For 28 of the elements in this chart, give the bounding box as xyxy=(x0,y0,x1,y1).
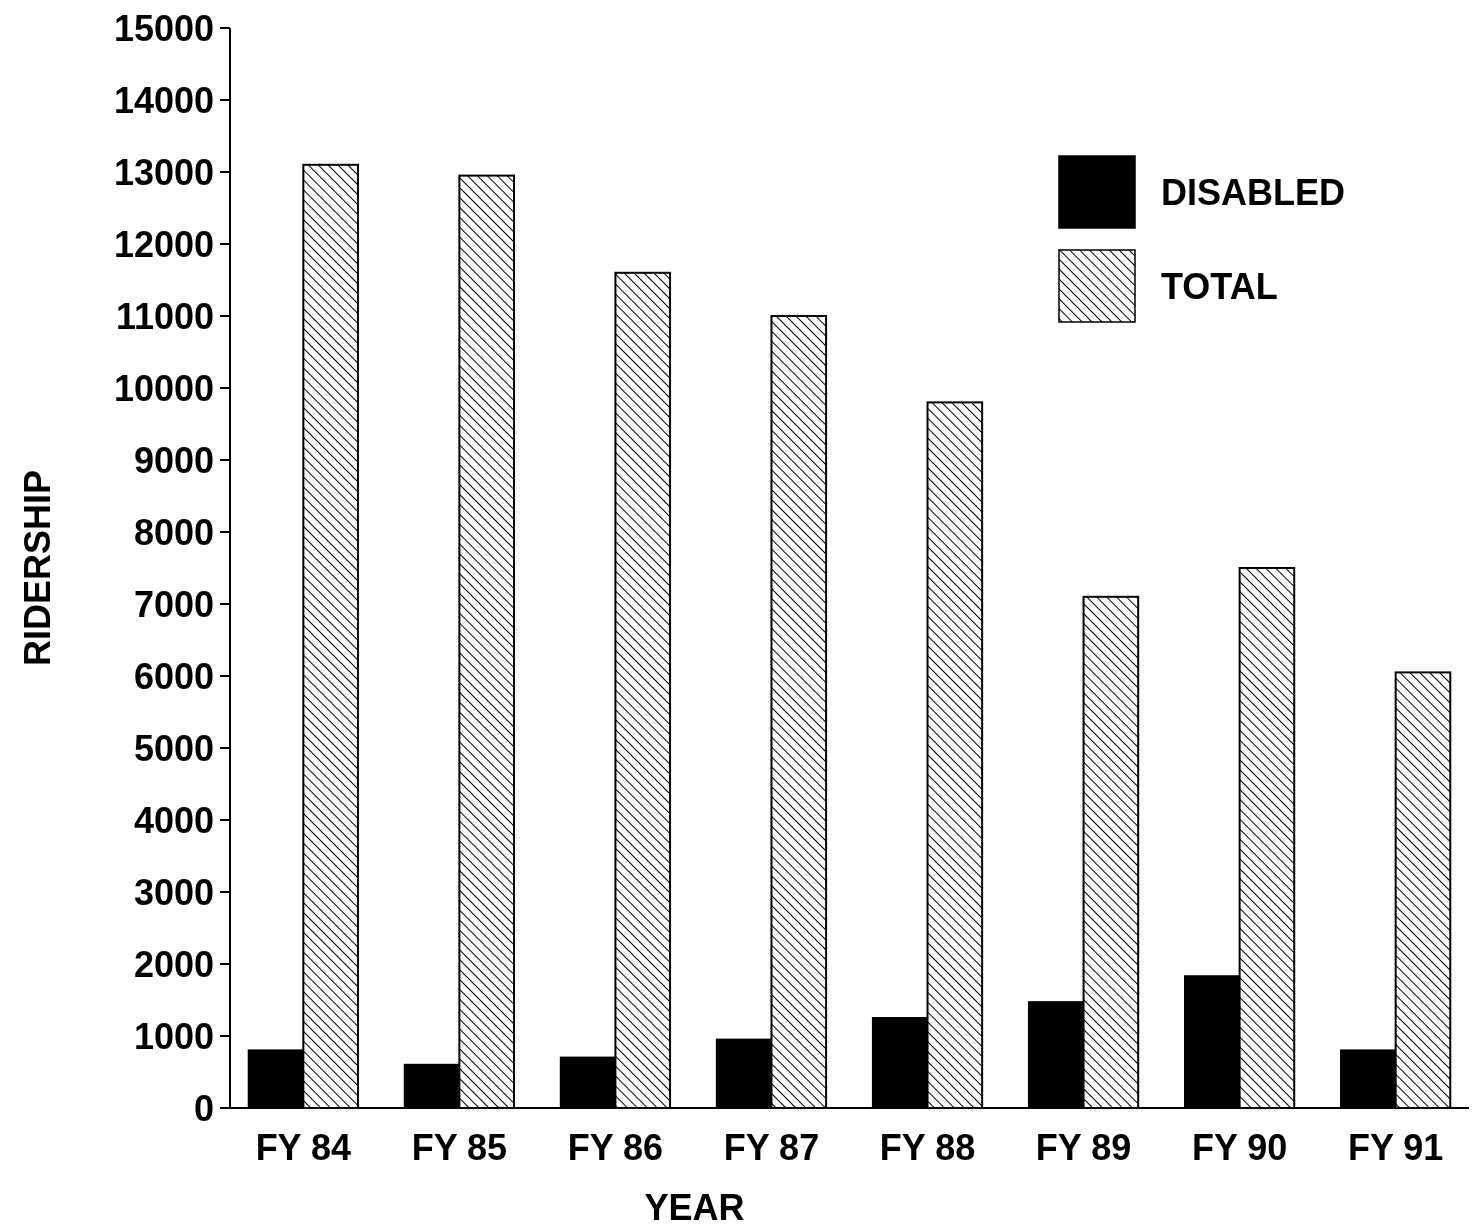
x-axis-title: YEAR xyxy=(644,1187,745,1227)
legend-label: DISABLED xyxy=(1161,171,1346,213)
y-tick-label: 8000 xyxy=(133,511,214,553)
legend-label: TOTAL xyxy=(1161,265,1278,307)
y-tick-label: 6000 xyxy=(133,655,214,697)
y-tick-label: 7000 xyxy=(133,583,214,625)
y-tick-label: 11000 xyxy=(115,295,214,337)
y-tick-label: 3000 xyxy=(133,871,214,913)
x-tick-label: FY 86 xyxy=(567,1127,664,1168)
y-tick-label: 1000 xyxy=(133,1015,214,1057)
y-tick-label: 5000 xyxy=(133,727,214,769)
y-tick-label: 15000 xyxy=(113,7,214,49)
x-tick-label: FY 88 xyxy=(879,1127,976,1168)
y-tick-label: 13000 xyxy=(113,151,214,193)
x-tick-label: FY 91 xyxy=(1347,1127,1444,1168)
y-tick-label: 14000 xyxy=(113,79,214,121)
y-tick-label: 12000 xyxy=(113,223,214,265)
y-tick-label: 4000 xyxy=(133,799,214,841)
x-tick-label: FY 84 xyxy=(255,1127,352,1168)
x-tick-label: FY 85 xyxy=(411,1127,508,1168)
y-tick-label: 9000 xyxy=(133,439,214,481)
y-tick-label: 2000 xyxy=(133,943,214,985)
x-tick-label: FY 87 xyxy=(723,1127,820,1168)
x-tick-label: FY 89 xyxy=(1035,1127,1132,1168)
y-tick-label: 10000 xyxy=(113,367,214,409)
y-tick-label: 0 xyxy=(193,1087,214,1129)
x-tick-label: FY 90 xyxy=(1191,1127,1288,1168)
y-axis-title: RIDERSHIP xyxy=(17,469,58,667)
